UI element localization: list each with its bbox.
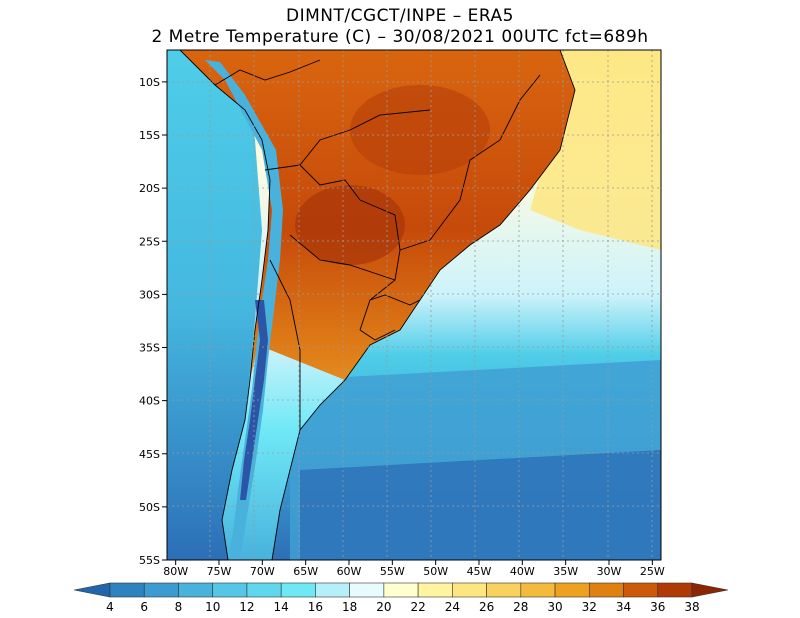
south-atlantic-cold-band bbox=[300, 450, 661, 560]
colorbar-swatch bbox=[520, 582, 556, 598]
lat-tick-label: 25S bbox=[139, 235, 160, 248]
colorbar-swatch bbox=[315, 582, 350, 598]
colorbar-label: 16 bbox=[308, 600, 323, 614]
colorbar-label: 34 bbox=[616, 600, 631, 614]
colorbar-swatch bbox=[417, 582, 453, 598]
colorbar-label: 26 bbox=[479, 600, 494, 614]
colorbar-swatch bbox=[246, 582, 282, 598]
map-title-line2: 2 Metre Temperature (C) – 30/08/2021 00U… bbox=[151, 27, 649, 47]
lon-tick-label: 40W bbox=[510, 565, 535, 578]
lat-tick-label: 10S bbox=[139, 76, 160, 89]
colorbar-label: 10 bbox=[205, 600, 220, 614]
colorbar-max-arrow bbox=[691, 582, 729, 598]
colorbar-label: 8 bbox=[175, 600, 183, 614]
colorbar-swatch bbox=[280, 582, 316, 598]
colorbar-label: 6 bbox=[140, 600, 148, 614]
lon-tick-label: 45W bbox=[467, 565, 492, 578]
lat-tick-label: 20S bbox=[139, 182, 160, 195]
lon-tick-label: 70W bbox=[250, 565, 275, 578]
lon-tick-label: 80W bbox=[163, 565, 188, 578]
colorbar-swatch bbox=[383, 582, 419, 598]
lat-tick-label: 55S bbox=[139, 554, 160, 567]
colorbar-swatch bbox=[554, 582, 590, 598]
colorbar-label: 20 bbox=[376, 600, 391, 614]
colorbar-swatch bbox=[486, 582, 522, 598]
hot-core-brazil bbox=[350, 85, 490, 175]
lon-tick-label: 65W bbox=[293, 565, 318, 578]
colorbar-swatch bbox=[178, 582, 214, 598]
lat-tick-label: 45S bbox=[139, 448, 160, 461]
colorbar-swatch bbox=[452, 582, 487, 598]
map-title-line1: DIMNT/CGCT/INPE – ERA5 bbox=[286, 6, 514, 26]
colorbar-label: 30 bbox=[547, 600, 562, 614]
colorbar-label: 38 bbox=[684, 600, 699, 614]
map-field bbox=[167, 50, 661, 560]
latitude-axis: 10S 15S 20S 25S 30S 35S 40S 45S 50S 55S bbox=[139, 76, 167, 567]
lat-tick-label: 15S bbox=[139, 129, 160, 142]
colorbar-swatch bbox=[212, 582, 248, 598]
lon-tick-label: 30W bbox=[597, 565, 622, 578]
colorbar-swatch bbox=[588, 582, 624, 598]
lat-tick-label: 40S bbox=[139, 395, 160, 408]
lon-tick-label: 60W bbox=[337, 565, 362, 578]
lon-tick-label: 35W bbox=[553, 565, 578, 578]
country-borders bbox=[179, 50, 576, 560]
colorbar-label: 18 bbox=[342, 600, 357, 614]
colorbar-label: 28 bbox=[513, 600, 528, 614]
lon-tick-label: 25W bbox=[640, 565, 665, 578]
colorbar-label: 12 bbox=[239, 600, 254, 614]
colorbar-swatch bbox=[143, 582, 179, 598]
graticule bbox=[167, 50, 661, 560]
lon-tick-label: 75W bbox=[207, 565, 232, 578]
lon-tick-label: 50W bbox=[423, 565, 448, 578]
colorbar-label: 32 bbox=[582, 600, 597, 614]
pacific-ocean-field bbox=[167, 50, 262, 560]
longitude-axis: 80W 75W 70W 65W 60W 55W 50W 45W 40W 35W 30W 25W bbox=[163, 560, 665, 578]
colorbar: 4 6 8 10 12 14 16 18 20 22 24 26 28 30 32 34 36 38 bbox=[73, 582, 729, 614]
colorbar-label: 36 bbox=[650, 600, 665, 614]
colorbar-label: 22 bbox=[410, 600, 425, 614]
lat-tick-label: 30S bbox=[139, 288, 160, 301]
colorbar-swatch bbox=[109, 582, 145, 598]
map-frame bbox=[166, 49, 662, 561]
lon-tick-label: 55W bbox=[380, 565, 405, 578]
colorbar-label: 4 bbox=[106, 600, 114, 614]
lat-tick-label: 50S bbox=[139, 501, 160, 514]
colorbar-swatch bbox=[657, 582, 693, 598]
colorbar-swatch bbox=[623, 582, 659, 598]
colorbar-label: 24 bbox=[445, 600, 460, 614]
hot-core-chaco bbox=[295, 185, 405, 265]
colorbar-min-arrow bbox=[73, 582, 111, 598]
lat-tick-label: 35S bbox=[139, 342, 160, 355]
colorbar-label: 14 bbox=[274, 600, 289, 614]
colorbar-swatch bbox=[349, 582, 385, 598]
